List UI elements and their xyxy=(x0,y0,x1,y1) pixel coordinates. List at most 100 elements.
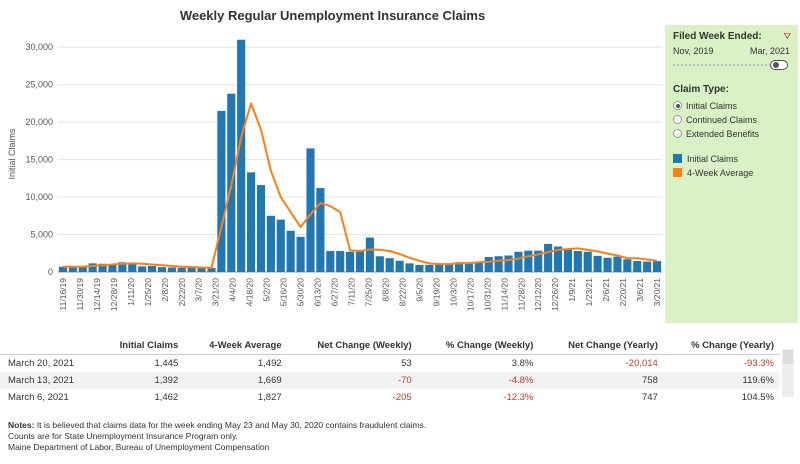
bar-initial-claims xyxy=(128,262,137,272)
table-cell: March 13, 2021 xyxy=(8,375,75,386)
y-axis-label: Initial Claims xyxy=(7,128,17,180)
col-header: 4-Week Average xyxy=(209,339,282,351)
table-header-row: Initial Claims 4-Week Average Net Change… xyxy=(0,336,780,355)
bar-initial-claims xyxy=(256,185,266,272)
bar-initial-claims xyxy=(138,266,147,272)
bar-initial-claims xyxy=(652,261,662,272)
table-cell: 1,445 xyxy=(154,358,179,369)
bar-initial-claims xyxy=(623,259,632,272)
col-header: Net Change (Yearly) xyxy=(568,339,658,351)
bar-initial-claims xyxy=(207,267,216,272)
option-label: Extended Benefits xyxy=(686,128,760,139)
legend-label: Initial Claims xyxy=(687,153,739,164)
bar-initial-claims xyxy=(296,236,305,272)
bar-initial-claims xyxy=(553,246,563,272)
claim-type-heading: Claim Type: xyxy=(673,84,729,95)
table-row: March 20, 2021 1,445 1,492 53 3.8% -20,0… xyxy=(0,354,780,372)
radio-icon[interactable] xyxy=(673,115,682,124)
bar-initial-claims xyxy=(504,255,513,272)
notes-line-1: Notes: It is believed that claims data f… xyxy=(8,420,426,431)
x-tick-label: 11/28/20 xyxy=(516,278,526,311)
table-scrollbar[interactable] xyxy=(782,349,794,397)
x-tick-label: 3/7/20 xyxy=(194,278,204,302)
legend-item-line: 4-Week Average xyxy=(673,167,798,178)
table-cell: 119.6% xyxy=(742,375,774,386)
bar-initial-claims xyxy=(524,250,533,272)
radio-selected-icon[interactable] xyxy=(673,101,682,110)
bar-initial-claims xyxy=(415,264,424,272)
legend-item-bar: Initial Claims xyxy=(673,153,798,164)
x-tick-label: 4/4/20 xyxy=(228,278,238,302)
chart-title: Weekly Regular Unemployment Insurance Cl… xyxy=(179,8,486,23)
table-cell: -4.8% xyxy=(508,375,534,386)
filter-icon[interactable]: ⛛ xyxy=(783,31,791,41)
bar-initial-claims xyxy=(563,248,572,272)
bar-initial-claims xyxy=(58,266,68,272)
x-tick-label: 12/28/19 xyxy=(109,278,119,311)
option-extended-benefits[interactable]: Extended Benefits xyxy=(673,128,798,139)
x-tick-label: 9/5/20 xyxy=(414,278,424,302)
bar-initial-claims xyxy=(78,266,87,272)
table-cell: -20,014 xyxy=(625,358,658,369)
x-tick-label: 3/21/20 xyxy=(211,278,221,307)
bar-initial-claims xyxy=(355,251,365,272)
notes-line-3: Maine Department of Labor, Bureau of Une… xyxy=(8,442,270,452)
y-tick-label: 10,000 xyxy=(25,192,53,202)
y-tick-label: 25,000 xyxy=(25,80,53,90)
bar-initial-claims xyxy=(237,39,246,272)
notes-label: Notes: xyxy=(8,420,35,430)
x-tick-label: 4/18/20 xyxy=(245,278,255,307)
bar-initial-claims xyxy=(573,251,582,272)
table-cell: 1,462 xyxy=(154,392,179,403)
bar-initial-claims xyxy=(197,268,206,272)
x-tick-label: 8/22/20 xyxy=(397,278,407,307)
y-tick-label: 5,000 xyxy=(30,230,53,240)
y-tick-label: 30,000 xyxy=(25,42,53,52)
bar-initial-claims xyxy=(445,264,454,272)
option-continued-claims[interactable]: Continued Claims xyxy=(673,114,798,125)
bar-initial-claims xyxy=(484,257,493,272)
x-tick-label: 6/27/20 xyxy=(330,278,340,307)
table-cell: March 20, 2021 xyxy=(8,358,75,369)
option-initial-claims[interactable]: Initial Claims xyxy=(673,100,798,111)
bar-initial-claims xyxy=(148,266,157,272)
x-tick-label: 8/8/20 xyxy=(380,278,390,302)
bar-initial-claims xyxy=(464,262,473,272)
bar-initial-claims xyxy=(98,263,107,272)
bar-initial-claims xyxy=(643,261,652,272)
bar-initial-claims xyxy=(405,263,414,272)
col-header: Net Change (Weekly) xyxy=(317,339,412,351)
x-tick-label: 7/25/20 xyxy=(363,278,373,307)
col-header xyxy=(0,336,98,355)
table-cell: -205 xyxy=(392,392,412,403)
radio-icon[interactable] xyxy=(673,129,682,138)
chart-legend: Initial Claims 4-Week Average xyxy=(665,150,798,178)
table-cell: 747 xyxy=(642,392,658,403)
notes-line-2: Counts are for State Unemployment Insura… xyxy=(8,431,238,441)
scrollbar-thumb[interactable] xyxy=(783,350,793,364)
bar-initial-claims xyxy=(217,110,226,273)
bar-initial-claims xyxy=(593,255,602,272)
claim-type-options: Initial Claims Continued Claims Extended… xyxy=(665,97,798,139)
bar-initial-claims xyxy=(613,256,622,272)
x-tick-label: 2/22/20 xyxy=(177,278,187,307)
x-tick-label: 6/13/20 xyxy=(313,278,323,307)
bar-initial-claims xyxy=(336,251,345,272)
table-cell: March 6, 2021 xyxy=(8,392,69,403)
bar-initial-claims xyxy=(247,172,256,272)
bar-initial-claims xyxy=(385,258,394,272)
legend-label: 4-Week Average xyxy=(687,167,754,178)
x-tick-label: 12/14/19 xyxy=(92,278,102,311)
bar-initial-claims xyxy=(346,251,355,272)
table-cell: 3.8% xyxy=(511,358,534,369)
col-header: Initial Claims xyxy=(119,339,179,351)
bar-initial-claims xyxy=(108,264,117,272)
slider-handle[interactable] xyxy=(770,60,788,70)
slider-track xyxy=(673,64,778,66)
claims-chart: 0 5,000 10,000 15,000 20,000 25,000 30,000 Init… xyxy=(7,39,662,311)
table-cell: -70 xyxy=(397,375,412,386)
date-range-slider[interactable] xyxy=(673,60,788,70)
bar-initial-claims xyxy=(494,256,503,272)
bar-initial-claims xyxy=(583,251,592,272)
x-tick-label: 5/16/20 xyxy=(279,278,289,307)
